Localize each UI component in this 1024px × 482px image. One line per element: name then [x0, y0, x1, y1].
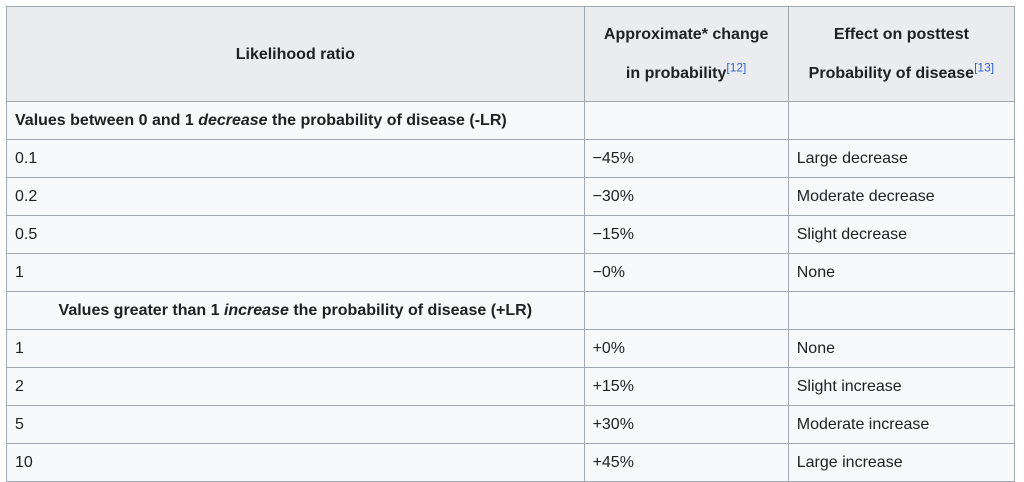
likelihood-ratio-value: 1 [6, 329, 585, 368]
likelihood-ratio-value: 10 [6, 443, 585, 482]
header-effect-posttest-line1: Effect on posttest [833, 26, 969, 43]
probability-change-value: +0% [583, 329, 789, 368]
header-effect-posttest-text: Probability of disease [808, 65, 975, 82]
probability-change-value: +30% [583, 405, 789, 444]
header-likelihood-ratio-label: Likelihood ratio [235, 45, 355, 63]
section-decrease-empty-cell [787, 101, 1016, 140]
posttest-effect-value: Moderate increase [787, 405, 1016, 444]
header-likelihood-ratio: Likelihood ratio [6, 6, 585, 102]
likelihood-ratio-value: 2 [6, 367, 585, 406]
section-label-increase: Values greater than 1 increase the proba… [6, 291, 585, 330]
likelihood-ratio-value: 0.5 [6, 215, 585, 254]
table-row: 5 +30% Moderate increase [6, 405, 1016, 444]
likelihood-ratio-value: 0.1 [6, 139, 585, 178]
section-increase-emphasis: increase [223, 301, 289, 319]
section-decrease-prefix: Values between 0 and 1 [15, 111, 199, 129]
probability-change-value: +45% [583, 443, 789, 482]
section-increase-suffix: the probability of disease (+LR) [288, 301, 533, 319]
reference-link-13[interactable]: [13] [974, 60, 995, 75]
table-row: 1 −0% None [6, 253, 1016, 292]
section-row-decrease: Values between 0 and 1 decrease the prob… [6, 101, 1016, 140]
posttest-effect-value: Moderate decrease [787, 177, 1016, 216]
header-approximate-change-line1: Approximate* change [603, 26, 769, 43]
table-row: 10 +45% Large increase [6, 443, 1016, 482]
posttest-effect-value: Slight increase [787, 367, 1016, 406]
table-header-row: Likelihood ratio Approximate* change in … [6, 6, 1016, 102]
probability-change-value: −0% [583, 253, 789, 292]
header-approximate-change: Approximate* change in probability[12] [583, 6, 789, 102]
table-row: 0.1 −45% Large decrease [6, 139, 1016, 178]
section-increase-empty-cell [787, 291, 1016, 330]
table-row: 0.5 −15% Slight decrease [6, 215, 1016, 254]
section-increase-prefix: Values greater than 1 [58, 301, 224, 319]
section-row-increase: Values greater than 1 increase the proba… [6, 291, 1016, 330]
probability-change-value: −45% [583, 139, 789, 178]
section-decrease-empty-cell [583, 101, 789, 140]
posttest-effect-value: Large decrease [787, 139, 1016, 178]
section-decrease-emphasis: decrease [198, 111, 268, 129]
probability-change-value: +15% [583, 367, 789, 406]
table-row: 1 +0% None [6, 329, 1016, 368]
likelihood-ratio-value: 1 [6, 253, 585, 292]
likelihood-ratio-value: 5 [6, 405, 585, 444]
posttest-effect-value: Slight decrease [787, 215, 1016, 254]
probability-change-value: −15% [583, 215, 789, 254]
table-row: 0.2 −30% Moderate decrease [6, 177, 1016, 216]
table-row: 2 +15% Slight increase [6, 367, 1016, 406]
section-label-decrease: Values between 0 and 1 decrease the prob… [6, 101, 585, 140]
probability-change-value: −30% [583, 177, 789, 216]
header-effect-posttest: Effect on posttest Probability of diseas… [787, 6, 1016, 102]
header-approximate-change-line2: in probability[12] [593, 54, 780, 93]
reference-link-12[interactable]: [12] [726, 60, 747, 75]
header-effect-posttest-line2: Probability of disease[13] [797, 54, 1006, 93]
likelihood-ratio-value: 0.2 [6, 177, 585, 216]
likelihood-ratio-table: Likelihood ratio Approximate* change in … [6, 6, 1016, 482]
posttest-effect-value: Large increase [787, 443, 1016, 482]
posttest-effect-value: None [787, 253, 1016, 292]
section-decrease-suffix: the probability of disease (-LR) [267, 111, 507, 129]
header-approximate-change-text: in probability [625, 65, 727, 82]
section-increase-empty-cell [583, 291, 789, 330]
posttest-effect-value: None [787, 329, 1016, 368]
